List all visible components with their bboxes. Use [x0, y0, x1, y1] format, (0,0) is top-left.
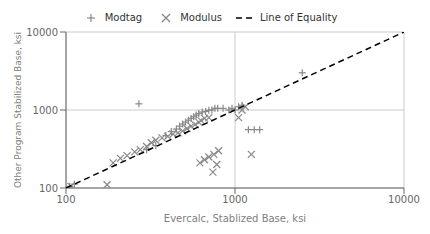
svg-text:1000: 1000: [33, 105, 58, 116]
svg-text:100: 100: [39, 183, 58, 194]
svg-text:10000: 10000: [26, 27, 58, 38]
svg-text:Evercalc, Stablized Base, ksi: Evercalc, Stablized Base, ksi: [164, 213, 306, 224]
html-text:Modtag: Modtag: [104, 12, 143, 23]
svg-text:10000: 10000: [388, 194, 420, 205]
svg-text:1000: 1000: [222, 194, 247, 205]
html-text:Line of Equality: Line of Equality: [259, 12, 338, 23]
html-text:Modulus: Modulus: [180, 12, 222, 23]
svg-text:100: 100: [56, 194, 75, 205]
svg-text:Other Program Stabilized Base,: Other Program Stabilized Base, ksi: [13, 32, 23, 188]
